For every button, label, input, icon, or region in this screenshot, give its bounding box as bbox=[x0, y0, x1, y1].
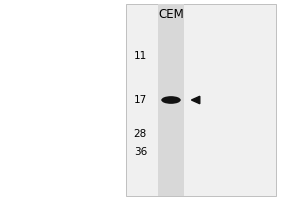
Text: 17: 17 bbox=[134, 95, 147, 105]
Polygon shape bbox=[191, 96, 200, 104]
Ellipse shape bbox=[161, 96, 181, 104]
Bar bbox=[158, 4, 184, 196]
Text: CEM: CEM bbox=[158, 8, 184, 21]
Text: 28: 28 bbox=[134, 129, 147, 139]
Text: 11: 11 bbox=[134, 51, 147, 61]
Text: 36: 36 bbox=[134, 147, 147, 157]
Bar bbox=[126, 4, 276, 196]
